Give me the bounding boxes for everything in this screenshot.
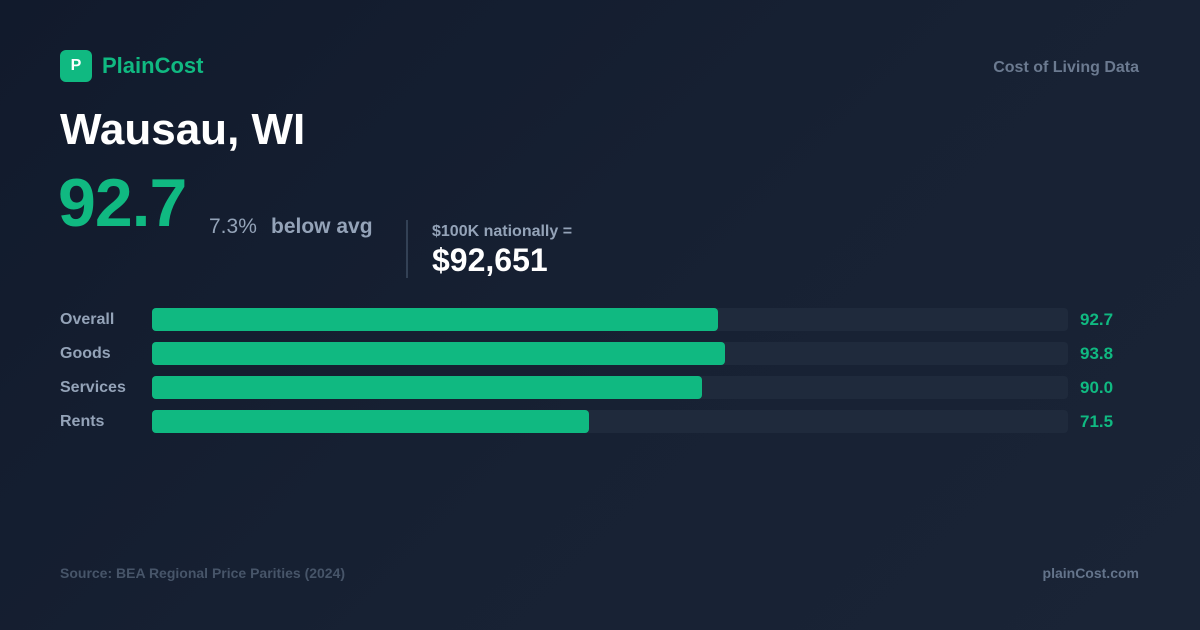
bar [152,410,589,433]
bar [152,376,702,399]
equivalent-label: $100K nationally = [432,223,573,240]
city: Wausau, WI [60,105,306,154]
value-label: 71.5 [1080,412,1114,431]
brand: PlainCost [102,53,204,78]
difference: 7.3% [209,215,257,238]
equivalent-value: $92,651 [432,242,548,278]
value-label: 93.8 [1080,344,1114,363]
value-label: 90.0 [1080,378,1114,397]
value-label: 92.7 [1080,310,1114,329]
direction: below avg [271,215,373,238]
category-label: Rents [60,413,105,430]
bar [152,308,719,331]
bar [152,342,725,365]
logo: P [60,50,92,82]
divider [406,220,408,278]
category-label: Goods [60,345,111,362]
site: plainCost.com [1042,565,1139,581]
category-label: Overall [60,311,115,328]
index: 92.7 [58,165,187,241]
tagline: Cost of Living Data [993,59,1139,76]
category-label: Services [60,379,126,396]
source: Source: BEA Regional Price Parities (202… [60,565,346,581]
